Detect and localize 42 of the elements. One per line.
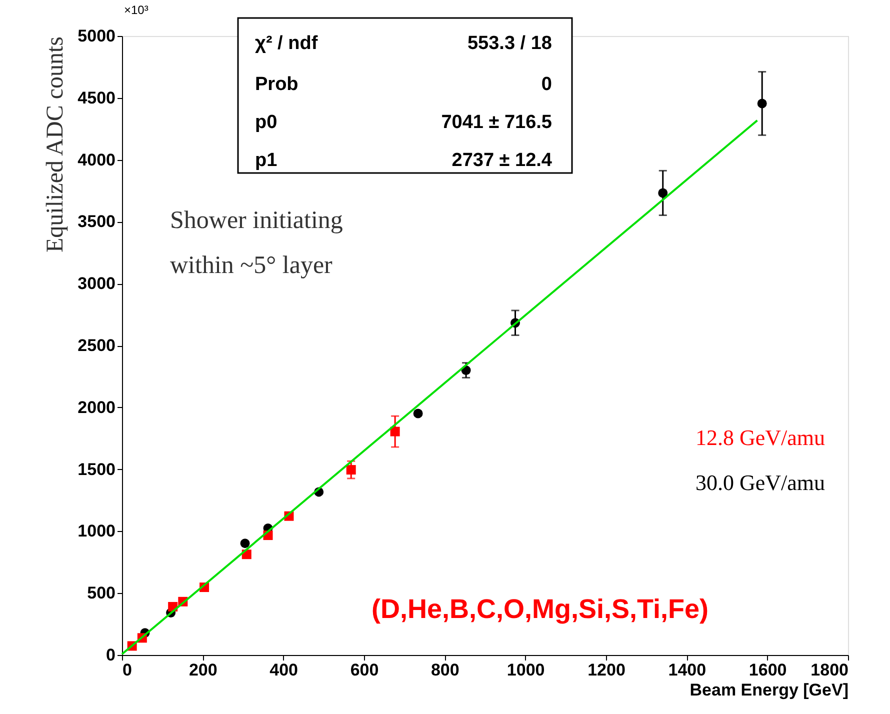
text: ×10³ — [124, 3, 148, 17]
y-tick-label: 500 — [87, 584, 116, 603]
y-tick-label: 5000 — [78, 26, 116, 46]
y-tick-label: 2500 — [78, 336, 116, 355]
point — [757, 98, 767, 108]
point — [413, 408, 423, 418]
annotation: p0 — [255, 112, 278, 133]
x-tick-label: 1400 — [668, 660, 706, 680]
x-tick-label: 400 — [270, 660, 298, 680]
x-tick-label: 1600 — [748, 660, 787, 680]
point — [346, 465, 356, 475]
y-tick-label: 0 — [106, 646, 116, 664]
point — [240, 538, 250, 548]
annotation: 2737 ± 12.4 — [452, 150, 552, 171]
y-tick-label: 2000 — [78, 398, 116, 417]
y-tick-label: 4500 — [78, 88, 116, 108]
annotation: (D,He,B,C,O,Mg,Si,S,Ti,Fe) — [371, 594, 709, 624]
annotation: Prob — [255, 74, 298, 95]
point — [658, 188, 668, 198]
annotation: 7041 ± 716.5 — [441, 112, 552, 133]
text: 12.8 GeV/amu — [695, 425, 825, 450]
y-tick-label: 3500 — [78, 212, 116, 232]
x-tick-label: 800 — [430, 660, 460, 680]
x-axis-title: Beam Energy [GeV] — [690, 680, 848, 700]
x-tick-label: 1000 — [506, 660, 545, 680]
y-tick-label: 3000 — [78, 274, 116, 294]
annotation: χ² / ndf — [255, 33, 318, 54]
annotation: p1 — [255, 150, 278, 171]
x-tick-label: 600 — [350, 660, 379, 680]
y-tick-label: 4000 — [78, 150, 116, 170]
x-tick-label: 1200 — [588, 660, 626, 680]
x-tick-label: 1800 — [810, 660, 848, 680]
x-tick-label: 200 — [188, 660, 218, 680]
annotation: Shower initiating within ~5° layer — [170, 207, 344, 279]
annotation: 0 — [541, 74, 552, 95]
point — [390, 426, 400, 436]
y-tick-label: 1500 — [78, 460, 116, 479]
text: 30.0 GeV/amu — [695, 470, 825, 495]
y-tick-label: 1000 — [78, 522, 116, 541]
annotation: 553.3 / 18 — [467, 33, 552, 54]
x-tick-label: 0 — [122, 660, 132, 680]
y-axis-title: Equilized ADC counts — [42, 36, 69, 252]
